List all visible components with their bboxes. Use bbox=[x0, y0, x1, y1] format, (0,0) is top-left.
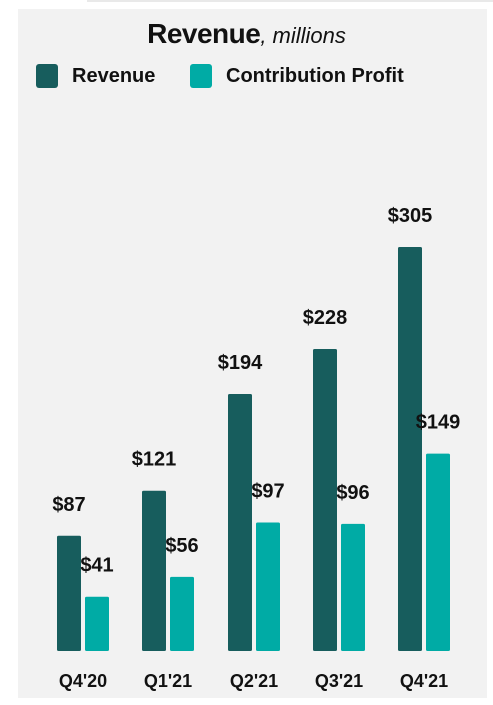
chart-legend: Revenue Contribution Profit bbox=[0, 62, 493, 90]
top-divider bbox=[87, 0, 493, 2]
bar-revenue-q1-21 bbox=[142, 490, 166, 651]
legend-item-revenue: Revenue bbox=[36, 62, 155, 90]
bar-revenue-q3-21 bbox=[313, 348, 337, 651]
data-label-revenue-q3-21: $228 bbox=[303, 307, 348, 329]
chart-subtitle: millions bbox=[272, 23, 346, 48]
legend-item-contribution-profit: Contribution Profit bbox=[190, 62, 404, 90]
chart-title: Revenue, millions bbox=[0, 18, 493, 50]
data-label-contribution-profit-q2-21: $97 bbox=[251, 481, 284, 503]
bar-revenue-q4-20 bbox=[57, 535, 81, 651]
x-tick-label-q4-21: Q4'21 bbox=[400, 671, 448, 691]
chart-title-main: Revenue bbox=[147, 18, 261, 49]
legend-swatch-revenue bbox=[36, 64, 58, 88]
data-label-revenue-q4-21: $305 bbox=[388, 205, 433, 227]
chart-title-comma: , bbox=[260, 23, 273, 48]
bar-contribution-profit-q3-21 bbox=[341, 523, 365, 651]
legend-swatch-contribution-profit bbox=[190, 64, 212, 88]
x-tick-label-q1-21: Q1'21 bbox=[144, 671, 192, 691]
bar-contribution-profit-q4-20 bbox=[85, 596, 109, 651]
bar-contribution-profit-q2-21 bbox=[256, 522, 280, 651]
legend-label-revenue: Revenue bbox=[72, 64, 156, 87]
data-label-contribution-profit-q1-21: $56 bbox=[165, 535, 198, 557]
legend-label-contribution-profit: Contribution Profit bbox=[226, 64, 404, 87]
x-tick-label-q4-20: Q4'20 bbox=[59, 671, 107, 691]
bar-contribution-profit-q1-21 bbox=[170, 576, 194, 651]
data-label-contribution-profit-q4-20: $41 bbox=[80, 555, 113, 577]
data-label-contribution-profit-q4-21: $149 bbox=[416, 412, 461, 434]
data-label-revenue-q4-20: $87 bbox=[52, 494, 85, 516]
data-label-revenue-q1-21: $121 bbox=[132, 449, 177, 471]
bar-contribution-profit-q4-21 bbox=[426, 453, 450, 651]
bar-revenue-q2-21 bbox=[228, 394, 252, 651]
bar-revenue-q4-21 bbox=[398, 247, 422, 651]
x-tick-label-q3-21: Q3'21 bbox=[315, 671, 363, 691]
data-label-revenue-q2-21: $194 bbox=[218, 352, 263, 374]
data-label-contribution-profit-q3-21: $96 bbox=[336, 482, 369, 504]
x-tick-label-q2-21: Q2'21 bbox=[230, 671, 278, 691]
